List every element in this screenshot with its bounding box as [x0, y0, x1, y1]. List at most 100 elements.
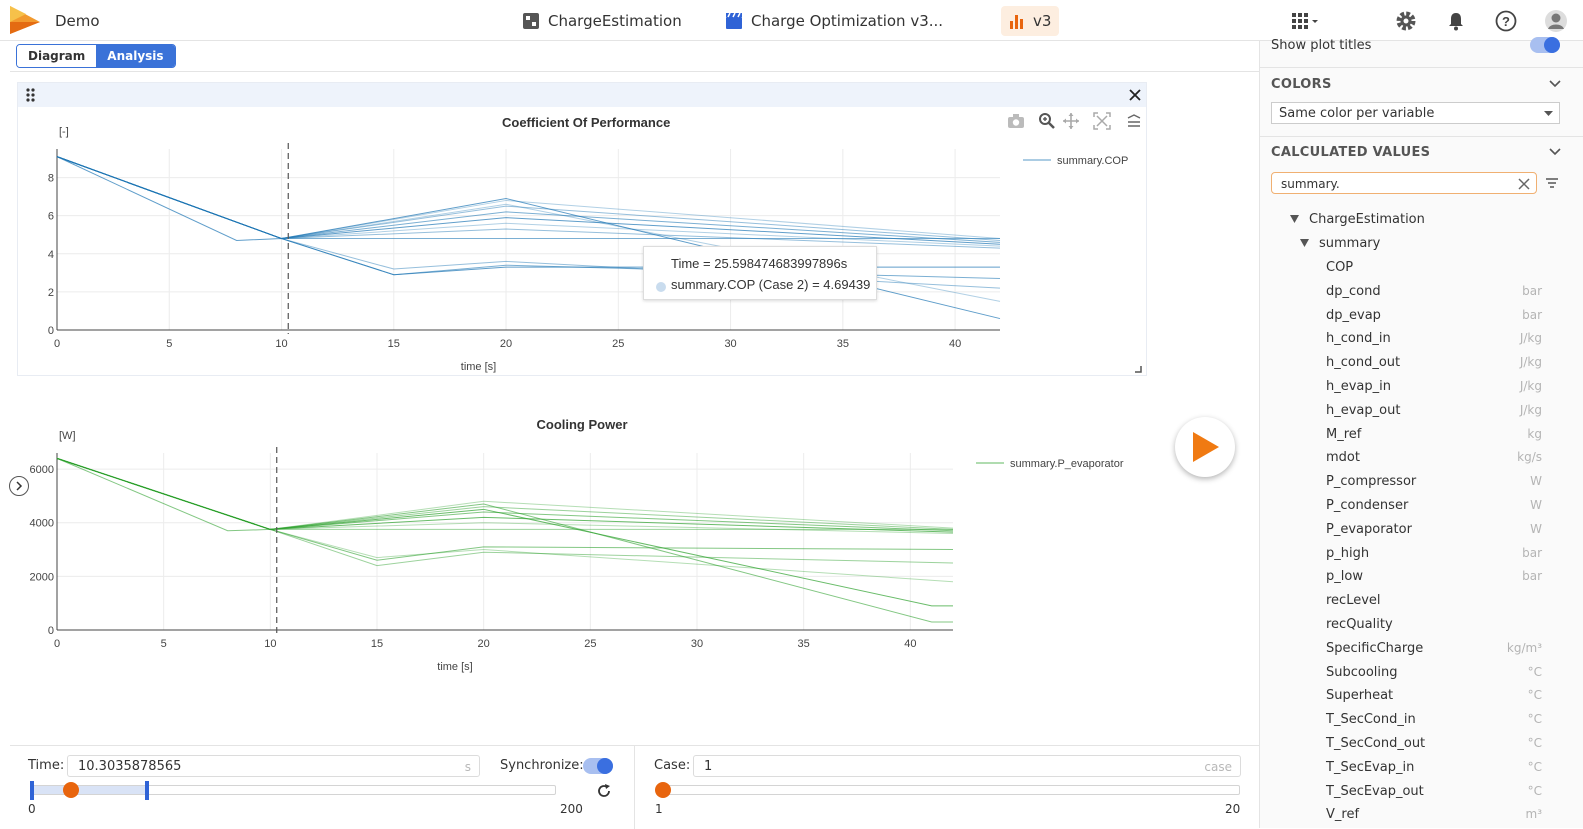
case-value: 1 [704, 759, 713, 774]
variable-item[interactable]: dp_evap bar [1326, 308, 1542, 330]
variable-item[interactable]: COP [1326, 260, 1542, 282]
variable-item[interactable]: T_SecCond_in °C [1326, 712, 1542, 734]
calculated-values-title: CALCULATED VALUES [1271, 145, 1431, 160]
variable-name: Subcooling [1326, 664, 1398, 680]
variable-item[interactable]: V_ref m³ [1326, 807, 1542, 829]
model-icon [523, 13, 539, 29]
analysis-button[interactable]: Analysis [96, 45, 175, 67]
variable-name: T_SecCond_out [1326, 736, 1426, 751]
time-slider-knob[interactable] [63, 782, 80, 798]
variable-search-input[interactable]: summary. [1271, 172, 1537, 194]
x-tick-label: 35 [837, 338, 849, 350]
variable-item[interactable]: h_cond_out J/kg [1326, 355, 1542, 377]
variable-item[interactable]: recLevel [1326, 593, 1542, 615]
color-mode-select[interactable]: Same color per variable [1271, 102, 1560, 124]
time-input[interactable]: 10.3035878565 s [67, 755, 480, 777]
synchronize-toggle[interactable] [583, 758, 613, 774]
app-title[interactable]: Demo [55, 12, 100, 30]
range-end-handle[interactable] [145, 781, 149, 800]
autoscale-icon[interactable] [1093, 112, 1111, 130]
case-label: Case: [654, 758, 691, 773]
chevron-down-icon[interactable] [1549, 80, 1561, 88]
color-mode-value: Same color per variable [1279, 106, 1435, 121]
variable-item[interactable]: T_SecEvap_out °C [1326, 784, 1542, 806]
show-plot-titles-toggle[interactable] [1530, 37, 1560, 53]
variable-item[interactable]: M_ref kg [1326, 427, 1542, 449]
case-slider[interactable] [656, 785, 1240, 795]
expand-caret-icon[interactable] [1300, 239, 1309, 247]
expand-caret-icon[interactable] [1290, 215, 1299, 223]
tab-charge-estimation[interactable]: ChargeEstimation [514, 6, 690, 36]
tree-child[interactable]: summary [1300, 236, 1380, 251]
divider [10, 71, 1259, 72]
x-tick-label: 30 [691, 638, 703, 650]
variable-item[interactable]: mdot kg/s [1326, 450, 1542, 472]
tree-root[interactable]: ChargeEstimation [1290, 212, 1425, 227]
tab-charge-optimization[interactable]: Charge Optimization v3... [717, 6, 951, 36]
y-tick-label: 2000 [30, 571, 54, 583]
apps-grid-icon[interactable] [1291, 8, 1321, 34]
colors-section-title: COLORS [1271, 77, 1332, 92]
play-button[interactable] [1175, 417, 1235, 477]
variable-item[interactable]: recQuality [1326, 617, 1542, 639]
top-bar: Demo ChargeEstimation Charge Optimizatio… [0, 0, 1583, 41]
caret-down-icon [1544, 111, 1553, 116]
cop-chart[interactable]: 0 5 10 15 20 25 30 35 40 0 2 4 6 8 [-] time [s] summary.… [10, 41, 1259, 401]
series-line [56, 156, 1001, 247]
x-tick-label: 30 [724, 338, 736, 350]
y-tick-label: 4000 [30, 518, 54, 530]
drag-handle-icon[interactable] [26, 88, 36, 102]
divider [1260, 67, 1583, 68]
variable-item[interactable]: p_low bar [1326, 569, 1542, 591]
resize-handle-icon[interactable] [1135, 366, 1142, 373]
bell-icon[interactable] [1443, 8, 1469, 34]
variable-name: h_cond_in [1326, 331, 1391, 347]
variable-item[interactable]: T_SecEvap_in °C [1326, 760, 1542, 782]
hover-tooltip: Time = 25.598474683997896s summary.COP (… [643, 246, 877, 300]
right-sidebar: Show plot titles COLORS Same color per v… [1259, 37, 1583, 829]
case-slider-knob[interactable] [655, 782, 671, 798]
diagram-button[interactable]: Diagram [17, 45, 97, 67]
chevron-down-icon[interactable] [1549, 148, 1561, 156]
compare-hover-icon[interactable] [1126, 113, 1142, 129]
range-start-handle[interactable] [30, 781, 34, 800]
variable-item[interactable]: T_SecCond_out °C [1326, 736, 1542, 758]
refresh-icon[interactable] [596, 783, 612, 799]
tooltip-time: Time = 25.598474683997896s [671, 256, 848, 271]
variable-item[interactable]: p_high bar [1326, 546, 1542, 568]
svg-text:?: ? [1502, 14, 1510, 29]
variable-item[interactable]: dp_cond bar [1326, 284, 1542, 306]
case-input[interactable]: 1 case [693, 755, 1241, 777]
variable-item[interactable]: h_evap_in J/kg [1326, 379, 1542, 401]
time-slider[interactable] [30, 785, 556, 795]
filter-icon[interactable] [1545, 176, 1559, 190]
variable-name: M_ref [1326, 426, 1362, 442]
variable-name: T_SecCond_in [1326, 712, 1416, 728]
variable-item[interactable]: Subcooling °C [1326, 665, 1542, 687]
logo-icon[interactable] [8, 4, 42, 36]
zoom-icon[interactable] [1038, 112, 1056, 130]
variable-item[interactable]: P_compressor W [1326, 474, 1542, 496]
variable-item[interactable]: h_cond_in J/kg [1326, 331, 1542, 353]
variable-unit: °C [1527, 712, 1542, 727]
user-avatar-icon[interactable] [1543, 8, 1569, 34]
gear-icon[interactable] [1393, 8, 1419, 34]
close-icon[interactable] [1128, 88, 1142, 102]
camera-icon[interactable] [1006, 113, 1026, 129]
clear-icon[interactable] [1518, 178, 1530, 190]
variable-item[interactable]: Superheat °C [1326, 688, 1542, 710]
help-icon[interactable]: ? [1493, 8, 1519, 34]
pan-icon[interactable] [1062, 112, 1080, 130]
variable-unit: °C [1527, 664, 1542, 679]
tab-label: ChargeEstimation [548, 12, 682, 30]
expand-panel-button[interactable] [9, 476, 29, 496]
y-tick-label: 6 [48, 211, 54, 223]
tab-v3[interactable]: v3 [1001, 6, 1060, 36]
variable-item[interactable]: P_condenser W [1326, 498, 1542, 520]
cooling-power-chart[interactable]: 0 5 10 15 20 25 30 35 40 0 2000 4000 6000 [W] time [s]… [10, 401, 1259, 721]
variable-name: recLevel [1326, 593, 1381, 609]
variable-item[interactable]: h_evap_out J/kg [1326, 403, 1542, 425]
variable-item[interactable]: P_evaporator W [1326, 522, 1542, 544]
variable-item[interactable]: SpecificCharge kg/m³ [1326, 641, 1542, 663]
y-tick-label: 0 [48, 325, 54, 337]
